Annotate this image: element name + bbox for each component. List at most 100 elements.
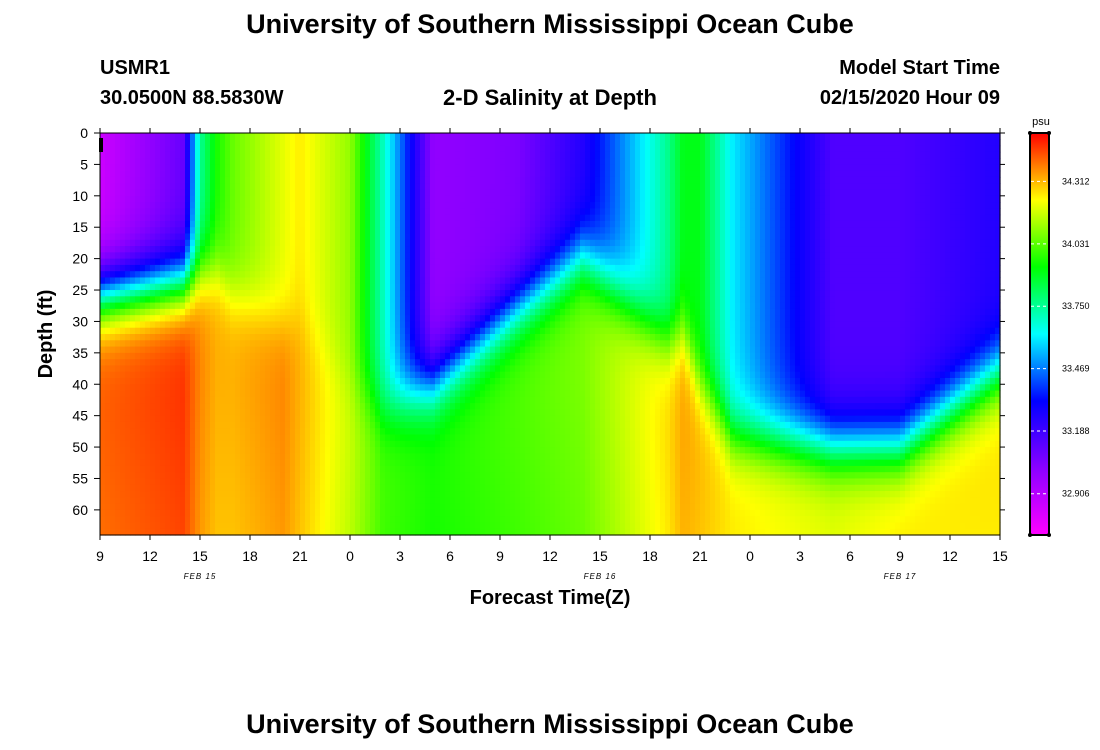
heatmap-cell [180, 158, 186, 166]
heatmap-cell [225, 321, 231, 329]
heatmap-cell [235, 133, 241, 140]
heatmap-cell [235, 377, 241, 385]
heatmap-cell [375, 151, 381, 159]
heatmap-cell [485, 308, 491, 316]
heatmap-cell [195, 214, 201, 222]
heatmap-cell [130, 170, 136, 178]
heatmap-cell [105, 296, 111, 304]
heatmap-cell [370, 528, 376, 536]
heatmap-cell [280, 478, 286, 486]
heatmap-cell [195, 308, 201, 316]
heatmap-cell [235, 359, 241, 367]
heatmap-cell [350, 428, 356, 436]
heatmap-cell [350, 271, 356, 279]
heatmap-cell [185, 145, 191, 153]
heatmap-cell [275, 428, 281, 436]
heatmap-cell [130, 509, 136, 517]
heatmap-cell [440, 503, 446, 511]
heatmap-cell [245, 509, 251, 517]
heatmap-cell [120, 151, 126, 159]
heatmap-cell [230, 384, 236, 392]
heatmap-cell [465, 195, 471, 203]
heatmap-cell [310, 346, 316, 354]
heatmap-cell [100, 409, 106, 417]
heatmap-cell [330, 252, 336, 260]
heatmap-cell [275, 528, 281, 536]
heatmap-cell [100, 434, 106, 442]
heatmap-cell [360, 503, 366, 511]
heatmap-cell [240, 409, 246, 417]
heatmap-cell [255, 189, 261, 197]
heatmap-cell [130, 308, 136, 316]
heatmap-cell [485, 151, 491, 159]
heatmap-cell [275, 396, 281, 404]
heatmap-cell [410, 447, 416, 454]
heatmap-cell [280, 202, 286, 209]
heatmap-cell [125, 522, 131, 530]
heatmap-cell [285, 151, 291, 159]
heatmap-cell [215, 478, 221, 486]
heatmap-cell [210, 208, 216, 216]
heatmap-cell [145, 302, 151, 310]
heatmap-cell [115, 170, 121, 178]
heatmap-cell [100, 183, 106, 191]
heatmap-cell [205, 465, 211, 473]
heatmap-cell [430, 346, 436, 354]
heatmap-cell [355, 334, 361, 341]
heatmap-cell [320, 170, 326, 178]
heatmap-cell [300, 352, 306, 360]
heatmap-cell [375, 214, 381, 222]
heatmap-cell [110, 359, 116, 367]
heatmap-cell [295, 327, 301, 335]
heatmap-cell [135, 158, 141, 166]
heatmap-cell [445, 365, 451, 373]
heatmap-cell [350, 334, 356, 341]
heatmap-cell [395, 195, 401, 203]
heatmap-cell [225, 315, 231, 323]
heatmap-cell [125, 176, 131, 184]
heatmap-cell [370, 497, 376, 505]
heatmap-cell [390, 202, 396, 209]
heatmap-cell [150, 497, 156, 505]
heatmap-cell [375, 133, 381, 140]
heatmap-cell [225, 183, 231, 191]
heatmap-cell [355, 277, 361, 285]
heatmap-cell [230, 459, 236, 467]
heatmap-cell [255, 246, 261, 253]
heatmap-cell [170, 396, 176, 404]
heatmap-cell [190, 189, 196, 197]
heatmap-cell [255, 472, 261, 480]
heatmap-cell [415, 321, 421, 329]
heatmap-cell [310, 220, 316, 228]
heatmap-cell [470, 377, 476, 385]
heatmap-cell [265, 264, 271, 272]
heatmap-cell [145, 176, 151, 184]
heatmap-cell [190, 409, 196, 417]
heatmap-cell [175, 264, 181, 272]
heatmap-cell [105, 390, 111, 398]
heatmap-cell [475, 334, 481, 341]
heatmap-cell [425, 384, 431, 392]
heatmap-cell [350, 434, 356, 442]
heatmap-cell [425, 258, 431, 266]
heatmap-cell [370, 164, 376, 172]
heatmap-cell [480, 503, 486, 511]
heatmap-cell [310, 453, 316, 461]
heatmap-cell [430, 365, 436, 373]
heatmap-cell [145, 220, 151, 228]
heatmap-cell [290, 359, 296, 367]
heatmap-cell [365, 158, 371, 166]
heatmap-cell [390, 290, 396, 297]
heatmap-cell [480, 195, 486, 203]
heatmap-cell [380, 214, 386, 222]
heatmap-cell [175, 208, 181, 216]
heatmap-cell [225, 139, 231, 147]
heatmap-cell [405, 283, 411, 291]
heatmap-cell [145, 239, 151, 247]
heatmap-cell [115, 189, 121, 197]
heatmap-cell [350, 340, 356, 348]
heatmap-cell [205, 271, 211, 279]
heatmap-cell [465, 271, 471, 279]
heatmap-cell [175, 195, 181, 203]
heatmap-cell [270, 290, 276, 297]
